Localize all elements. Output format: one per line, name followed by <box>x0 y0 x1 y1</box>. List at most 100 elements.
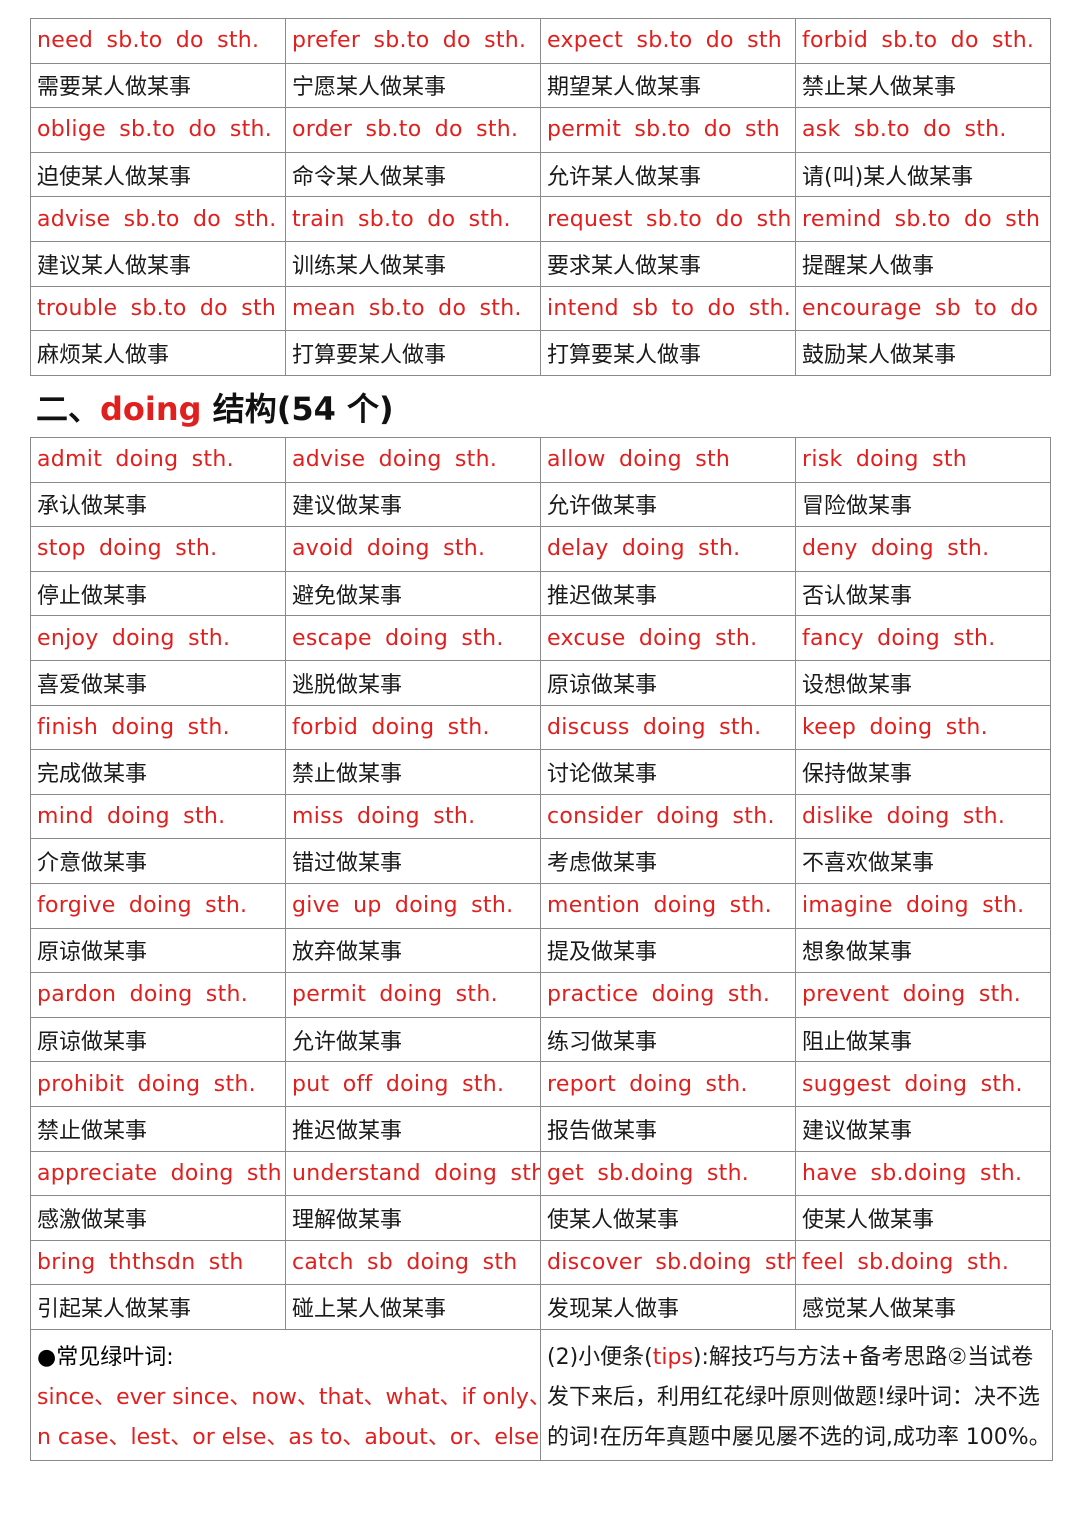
phrase-cell: excuse doing sth. <box>540 615 796 661</box>
meaning-cell: 碰上某人做某事 <box>285 1284 541 1330</box>
meaning-cell: 承认做某事 <box>30 481 286 528</box>
phrase-cell: prefer sb.to do sth. <box>285 18 541 64</box>
phrase-row: need sb.to do sth. prefer sb.to do sth. ex… <box>30 18 1051 64</box>
phrase-cell: trouble sb.to do sth <box>30 285 286 332</box>
meaning-cell: 原谅做某事 <box>30 1016 286 1063</box>
phrase-row: appreciate doing sth understand doing sth… <box>30 1150 1051 1197</box>
meaning-cell: 提及做某事 <box>540 927 796 974</box>
phrase-cell: appreciate doing sth <box>30 1150 286 1197</box>
phrase-cell: mention doing sth. <box>540 882 796 929</box>
meaning-cell: 否认做某事 <box>795 570 1051 617</box>
meaning-cell: 允许做某事 <box>540 481 796 528</box>
meaning-row: 原谅做某事 允许做某事 练习做某事 阻止做某事 <box>30 1016 1051 1063</box>
phrase-cell: advise sb.to do sth. <box>30 196 286 242</box>
phrase-cell: order sb.to do sth. <box>285 107 541 153</box>
phrase-cell: allow doing sth <box>540 437 796 483</box>
phrase-cell: discuss doing sth. <box>540 704 796 751</box>
phrase-cell: practice doing sth. <box>540 972 796 1018</box>
phrase-row: bring ththsdn sth catch sb doing sth disco… <box>30 1239 1051 1286</box>
meaning-cell: 允许某人做某事 <box>540 151 796 198</box>
phrase-cell: miss doing sth. <box>285 793 541 840</box>
phrase-row: mind doing sth. miss doing sth. consider d… <box>30 793 1051 840</box>
meaning-cell: 冒险做某事 <box>795 481 1051 528</box>
meaning-cell: 错过做某事 <box>285 838 541 884</box>
meaning-cell: 感激做某事 <box>30 1195 286 1241</box>
meaning-cell: 麻烦某人做事 <box>30 330 286 376</box>
meaning-row: 停止做某事 避免做某事 推迟做某事 否认做某事 <box>30 570 1051 617</box>
green-leaf-words-cell: ●常见绿叶词: since、ever since、now、that、what、i… <box>31 1330 541 1460</box>
phrase-row: advise sb.to do sth. train sb.to do sth. r… <box>30 196 1051 242</box>
phrase-cell: keep doing sth. <box>795 704 1051 751</box>
meaning-cell: 避免做某事 <box>285 570 541 617</box>
meaning-cell: 推迟做某事 <box>540 570 796 617</box>
phrase-row: finish doing sth. forbid doing sth. discus… <box>30 704 1051 751</box>
meaning-cell: 报告做某事 <box>540 1105 796 1152</box>
notes-section: ●常见绿叶词: since、ever since、now、that、what、i… <box>30 1330 1053 1461</box>
phrase-row: enjoy doing sth. escape doing sth. excuse … <box>30 615 1051 661</box>
phrase-cell: need sb.to do sth. <box>30 18 286 64</box>
meaning-row: 需要某人做某事 宁愿某人做某事 期望某人做某事 禁止某人做某事 <box>30 62 1051 109</box>
phrase-cell: expect sb.to do sth <box>540 18 796 64</box>
green-leaf-title: ●常见绿叶词: <box>37 1345 174 1370</box>
phrase-cell: escape doing sth. <box>285 615 541 661</box>
phrase-cell: intend sb to do sth. <box>540 285 796 332</box>
meaning-cell: 讨论做某事 <box>540 749 796 795</box>
phrase-cell: give up doing sth. <box>285 882 541 929</box>
meaning-cell: 要求某人做某事 <box>540 240 796 287</box>
phrase-cell: feel sb.doing sth. <box>795 1239 1051 1286</box>
meaning-cell: 考虑做某事 <box>540 838 796 884</box>
green-leaf-words-line1: since、ever since、now、that、what、if only、i <box>37 1385 540 1410</box>
meaning-cell: 使某人做某事 <box>540 1195 796 1241</box>
meaning-cell: 放弃做某事 <box>285 927 541 974</box>
phrase-cell: get sb.doing sth. <box>540 1150 796 1197</box>
meaning-cell: 禁止某人做某事 <box>795 62 1051 109</box>
phrase-cell: prevent doing sth. <box>795 972 1051 1018</box>
tips-line3: 的词!在历年真题中屡见屡不选的词,成功率 100%。 <box>547 1425 1051 1450</box>
phrase-cell: forgive doing sth. <box>30 882 286 929</box>
phrase-cell: ask sb.to do sth. <box>795 107 1051 153</box>
phrase-cell: imagine doing sth. <box>795 882 1051 929</box>
meaning-cell: 需要某人做某事 <box>30 62 286 109</box>
tips-line1: (2)小便条(tips):解技巧与方法+备考思路②当试卷 <box>547 1345 1034 1370</box>
phrase-cell: risk doing sth <box>795 437 1051 483</box>
meaning-row: 原谅做某事 放弃做某事 提及做某事 想象做某事 <box>30 927 1051 974</box>
meaning-row: 喜爱做某事 逃脱做某事 原谅做某事 设想做某事 <box>30 659 1051 706</box>
phrase-cell: report doing sth. <box>540 1061 796 1107</box>
phrase-cell: advise doing sth. <box>285 437 541 483</box>
phrase-cell: oblige sb.to do sth. <box>30 107 286 153</box>
meaning-cell: 推迟做某事 <box>285 1105 541 1152</box>
meaning-row: 承认做某事 建议做某事 允许做某事 冒险做某事 <box>30 481 1051 528</box>
meaning-cell: 想象做某事 <box>795 927 1051 974</box>
meaning-cell: 练习做某事 <box>540 1016 796 1063</box>
meaning-cell: 请(叫)某人做某事 <box>795 151 1051 198</box>
phrase-cell: permit doing sth. <box>285 972 541 1018</box>
meaning-cell: 迫使某人做某事 <box>30 151 286 198</box>
phrase-cell: fancy doing sth. <box>795 615 1051 661</box>
phrase-cell: delay doing sth. <box>540 526 796 572</box>
meaning-row: 介意做某事 错过做某事 考虑做某事 不喜欢做某事 <box>30 838 1051 884</box>
meaning-cell: 保持做某事 <box>795 749 1051 795</box>
phrase-cell: put off doing sth. <box>285 1061 541 1107</box>
doing-structure-table: admit doing sth. advise doing sth. allow d… <box>30 437 1051 1330</box>
meaning-cell: 停止做某事 <box>30 570 286 617</box>
meaning-cell: 宁愿某人做某事 <box>285 62 541 109</box>
phrase-cell: permit sb.to do sth <box>540 107 796 153</box>
green-leaf-words-line2: n case、lest、or else、as to、about、or、else <box>37 1425 540 1450</box>
meaning-cell: 不喜欢做某事 <box>795 838 1051 884</box>
meaning-row: 禁止做某事 推迟做某事 报告做某事 建议做某事 <box>30 1105 1051 1152</box>
meaning-cell: 原谅做某事 <box>540 659 796 706</box>
phrase-cell: request sb.to do sth <box>540 196 796 242</box>
phrase-cell: deny doing sth. <box>795 526 1051 572</box>
meaning-cell: 设想做某事 <box>795 659 1051 706</box>
meaning-cell: 建议做某事 <box>795 1105 1051 1152</box>
meaning-cell: 提醒某人做事 <box>795 240 1051 287</box>
meaning-cell: 原谅做某事 <box>30 927 286 974</box>
meaning-cell: 训练某人做某事 <box>285 240 541 287</box>
meaning-cell: 允许做某事 <box>285 1016 541 1063</box>
phrase-cell: catch sb doing sth <box>285 1239 541 1286</box>
phrase-row: admit doing sth. advise doing sth. allow d… <box>30 437 1051 483</box>
phrase-cell: mind doing sth. <box>30 793 286 840</box>
meaning-row: 麻烦某人做事 打算要某人做事 打算要某人做事 鼓励某人做某事 <box>30 330 1051 376</box>
phrase-cell: forbid doing sth. <box>285 704 541 751</box>
phrase-cell: admit doing sth. <box>30 437 286 483</box>
